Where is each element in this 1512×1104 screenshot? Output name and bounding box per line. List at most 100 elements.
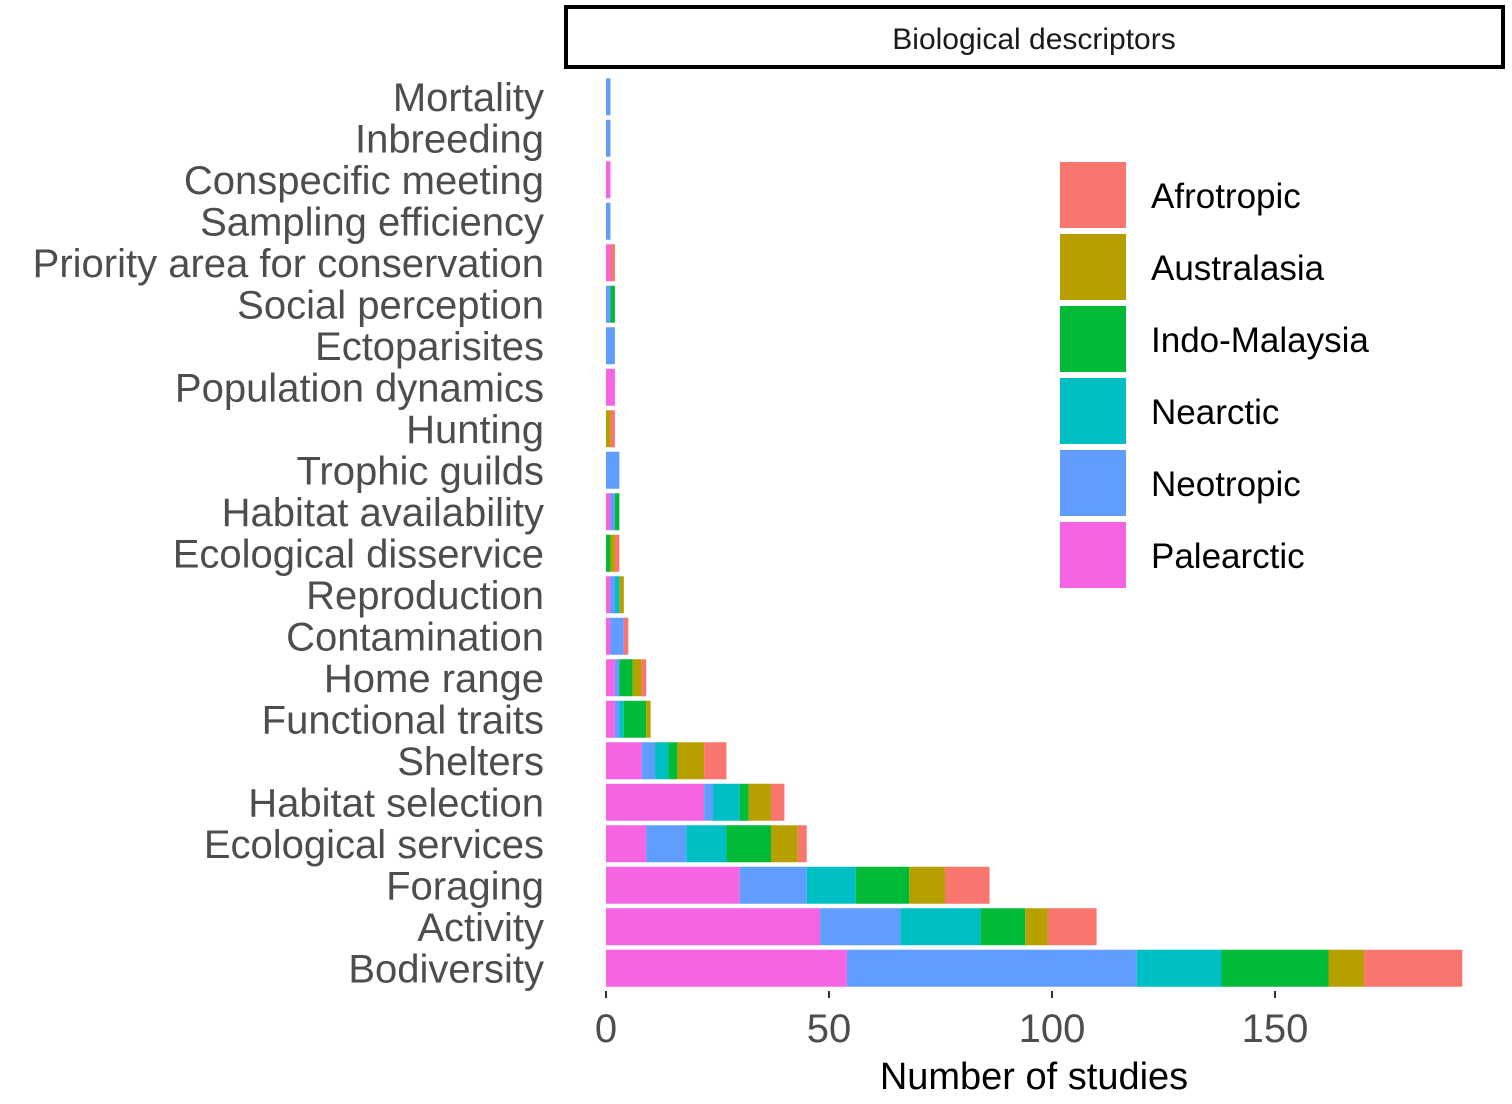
bar-foraging-australasia [909, 866, 945, 904]
legend-key-nearctic [1060, 378, 1126, 444]
legend-label-indo-malaysia: Indo-Malaysia [1151, 321, 1369, 360]
category-label-mortality: Mortality [393, 76, 544, 120]
category-label-activity: Activity [417, 906, 544, 950]
category-label-hunting: Hunting [406, 408, 544, 452]
bar-habitat-availability-neotropic [610, 493, 615, 531]
bar-ecological-services-indo-malaysia [726, 825, 772, 863]
category-label-sampling-efficiency: Sampling efficiency [200, 200, 544, 244]
legend-key-australasia [1060, 234, 1126, 300]
bar-foraging-nearctic [806, 866, 856, 904]
bar-shelters-nearctic [655, 742, 669, 780]
bar-bodiversity-nearctic [1136, 949, 1222, 987]
bar-foraging-neotropic [739, 866, 807, 904]
category-label-conspecific-meeting: Conspecific meeting [184, 159, 544, 203]
facet-strip-title: Biological descriptors [892, 23, 1175, 56]
legend-label-nearctic: Nearctic [1151, 393, 1279, 432]
bar-activity-nearctic [900, 908, 981, 946]
category-label-habitat-availability: Habitat availability [222, 491, 544, 535]
category-label-population-dynamics: Population dynamics [175, 366, 544, 410]
bar-activity-neotropic [820, 908, 901, 946]
bar-ecological-disservice-afrotropic [614, 534, 620, 572]
bars-group [606, 78, 1463, 987]
category-label-trophic-guilds: Trophic guilds [296, 449, 544, 493]
category-label-ecological-services: Ecological services [204, 823, 544, 867]
category-label-ecological-disservice: Ecological disservice [173, 532, 544, 576]
bar-functional-traits-australasia [646, 700, 651, 738]
legend-key-neotropic [1060, 450, 1126, 516]
bar-habitat-selection-australasia [748, 783, 772, 821]
bar-reproduction-neotropic [610, 576, 615, 614]
bar-ecological-services-neotropic [646, 825, 687, 863]
bar-ecological-services-palearctic [606, 825, 647, 863]
x-tick-label-50: 50 [807, 1007, 852, 1051]
category-label-contamination: Contamination [286, 615, 544, 659]
bar-shelters-afrotropic [704, 742, 727, 780]
legend-key-indo-malaysia [1060, 306, 1126, 372]
bar-activity-indo-malaysia [980, 908, 1026, 946]
bar-home-range-afrotropic [641, 659, 647, 697]
bar-functional-traits-indo-malaysia [623, 700, 647, 738]
category-label-social-perception: Social perception [237, 283, 544, 327]
bar-mortality-neotropic [606, 78, 611, 116]
bar-habitat-availability-indo-malaysia [614, 493, 620, 531]
bar-contamination-palearctic [606, 617, 611, 655]
bar-foraging-afrotropic [944, 866, 990, 904]
bar-inbreeding-neotropic [606, 119, 611, 157]
bar-hunting-afrotropic [610, 410, 615, 448]
x-tick-label-0: 0 [595, 1007, 617, 1051]
bar-reproduction-palearctic [606, 576, 611, 614]
bar-reproduction-australasia [619, 576, 624, 614]
bar-priority-area-for-conservation-palearctic [606, 244, 611, 282]
legend-key-palearctic [1060, 522, 1126, 588]
bar-habitat-availability-palearctic [606, 493, 611, 531]
category-label-shelters: Shelters [397, 740, 544, 784]
category-label-ectoparisites: Ectoparisites [315, 325, 544, 369]
bar-activity-afrotropic [1047, 908, 1097, 946]
x-tick-label-100: 100 [1019, 1007, 1086, 1051]
x-axis-title: Number of studies [880, 1056, 1188, 1098]
bar-home-range-australasia [632, 659, 642, 697]
bar-activity-australasia [1025, 908, 1048, 946]
bar-shelters-indo-malaysia [668, 742, 678, 780]
legend-label-palearctic: Palearctic [1151, 537, 1305, 576]
bar-reproduction-nearctic [614, 576, 620, 614]
category-label-functional-traits: Functional traits [262, 698, 544, 742]
category-label-bodiversity: Bodiversity [348, 947, 544, 991]
bar-hunting-australasia [606, 410, 611, 448]
bar-trophic-guilds-neotropic [606, 451, 620, 489]
bar-habitat-selection-afrotropic [771, 783, 785, 821]
bar-bodiversity-afrotropic [1364, 949, 1463, 987]
bar-functional-traits-palearctic [606, 700, 615, 738]
bar-activity-palearctic [606, 908, 821, 946]
bar-functional-traits-nearctic [619, 700, 624, 738]
legend-key-afrotropic [1060, 162, 1126, 228]
bar-sampling-efficiency-neotropic [606, 202, 611, 240]
bar-habitat-selection-nearctic [713, 783, 740, 821]
bar-bodiversity-palearctic [606, 949, 847, 987]
bar-shelters-australasia [677, 742, 705, 780]
bar-home-range-palearctic [606, 659, 615, 697]
category-label-inbreeding: Inbreeding [355, 117, 544, 161]
bar-ecological-disservice-australasia [610, 534, 615, 572]
bar-ectoparisites-neotropic [606, 327, 615, 365]
bar-contamination-neotropic [610, 617, 624, 655]
bar-priority-area-for-conservation-afrotropic [610, 244, 615, 282]
bar-home-range-neotropic [614, 659, 620, 697]
bar-habitat-selection-palearctic [606, 783, 705, 821]
bar-ecological-disservice-indo-malaysia [606, 534, 611, 572]
bar-foraging-indo-malaysia [855, 866, 910, 904]
bar-ecological-services-afrotropic [797, 825, 807, 863]
legend-label-afrotropic: Afrotropic [1151, 177, 1301, 216]
legend-label-australasia: Australasia [1151, 249, 1325, 288]
legend-label-neotropic: Neotropic [1151, 465, 1301, 504]
bar-population-dynamics-palearctic [606, 368, 615, 406]
bar-social-perception-indo-malaysia [610, 285, 615, 323]
category-label-priority-area-for-conservation: Priority area for conservation [33, 242, 544, 286]
bar-bodiversity-neotropic [846, 949, 1137, 987]
bar-ecological-services-australasia [771, 825, 798, 863]
bar-shelters-palearctic [606, 742, 642, 780]
category-label-reproduction: Reproduction [306, 574, 544, 618]
x-tick-label-150: 150 [1242, 1007, 1309, 1051]
bar-social-perception-neotropic [606, 285, 611, 323]
